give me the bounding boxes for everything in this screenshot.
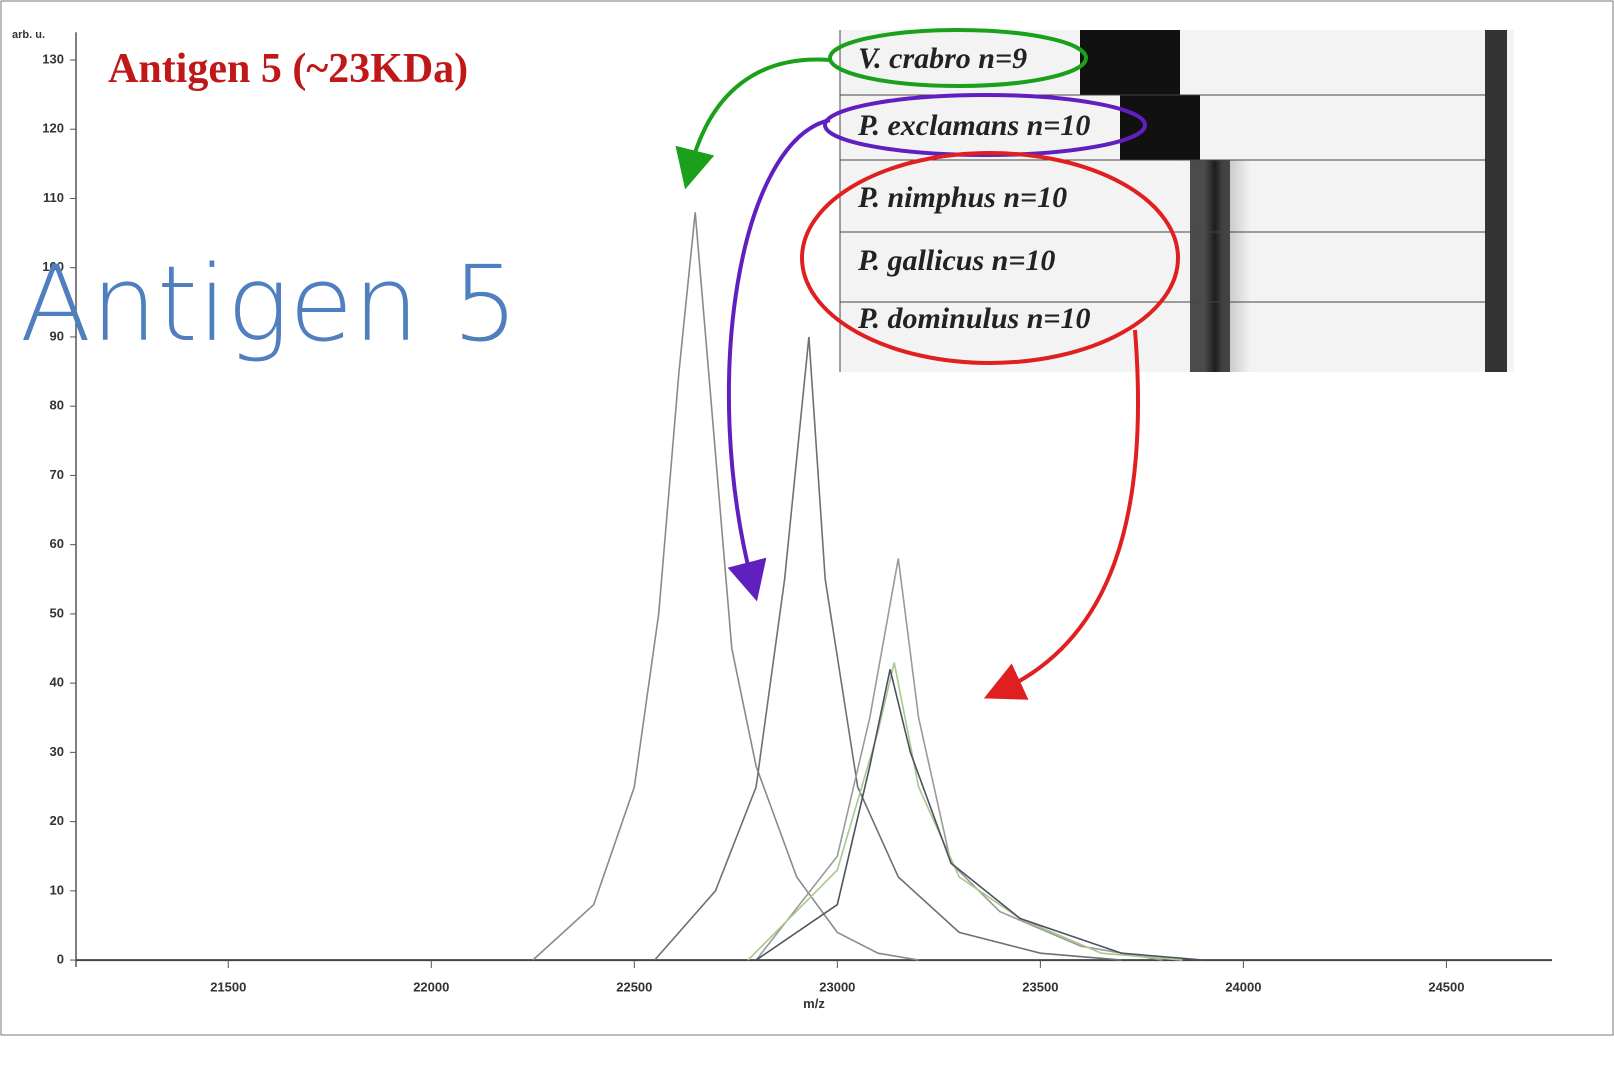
y-tick-label: 60 [50,536,64,551]
y-tick-label: 20 [50,813,64,828]
x-tick-label: 21500 [210,980,246,995]
y-tick-label: 120 [42,121,64,136]
x-tick-label: 23000 [819,980,855,995]
x-tick-label: 22000 [413,980,449,995]
y-tick-label: 40 [50,675,64,690]
y-tick-label: 70 [50,467,64,482]
y-tick-label: 10 [50,882,64,897]
x-axis-label: m/z [803,996,825,1011]
overlay-title: Antigen 5 [20,243,518,365]
legend-label: P. nimphus n=10 [857,181,1067,214]
y-tick-label: 110 [43,190,64,205]
legend-label: P. dominulus n=10 [857,302,1090,335]
legend-label: P. gallicus n=10 [857,244,1055,277]
x-tick-label: 24500 [1428,980,1464,995]
legend-label: V. crabro n=9 [858,42,1027,75]
chart-title: Antigen 5 (~23KDa) [108,46,468,92]
y-tick-label: 130 [42,51,64,66]
x-tick-label: 23500 [1022,980,1058,995]
y-tick-label: 0 [57,952,64,967]
y-tick-label: 80 [50,398,64,413]
y-axis-label: arb. u. [12,29,45,41]
y-tick-label: 30 [50,744,64,759]
x-tick-label: 22500 [616,980,652,995]
y-tick-label: 50 [50,605,64,620]
x-tick-label: 24000 [1225,980,1261,995]
legend-label: P. exclamans n=10 [857,109,1090,142]
chart: 0102030405060708090100110120130215002200… [0,0,1614,1067]
